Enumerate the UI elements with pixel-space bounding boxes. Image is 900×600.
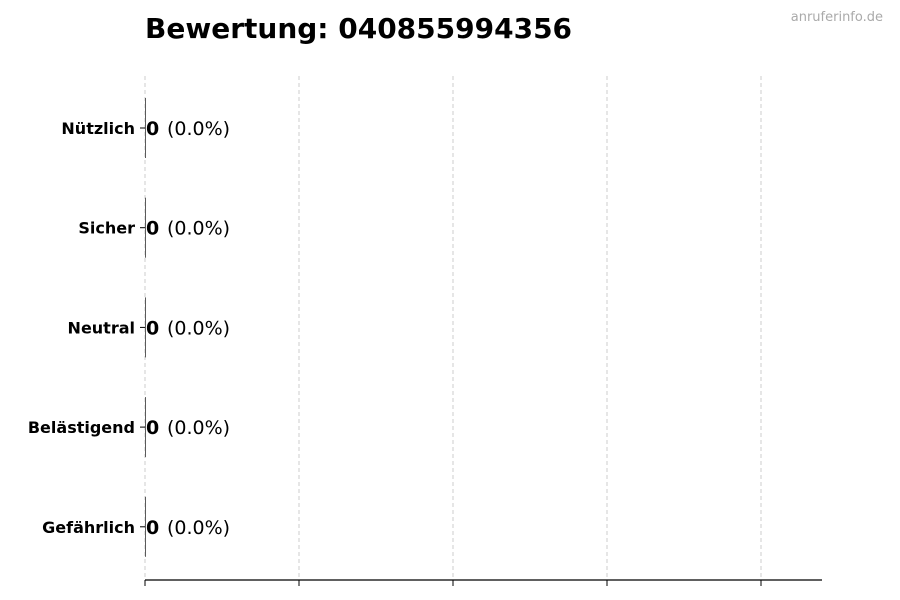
data-label-count: 0: [146, 218, 159, 240]
bar: [145, 297, 146, 358]
data-label-percent: (0.0%): [167, 517, 230, 539]
bar: [145, 397, 146, 458]
category-label: Nützlich: [61, 119, 135, 138]
data-label-percent: (0.0%): [167, 417, 230, 439]
data-label-percent: (0.0%): [167, 218, 230, 240]
data-label-count: 0: [146, 317, 159, 339]
watermark: anruferinfo.de: [790, 10, 883, 25]
category-label: Sicher: [78, 219, 135, 238]
data-label-percent: (0.0%): [167, 118, 230, 140]
data-label-count: 0: [146, 118, 159, 140]
bar: [145, 197, 146, 258]
category-label: Belästigend: [28, 418, 135, 437]
category-label: Neutral: [68, 318, 135, 337]
chart-title: Bewertung: 040855994356: [145, 12, 573, 45]
data-label-count: 0: [146, 517, 159, 539]
data-label-count: 0: [146, 417, 159, 439]
data-label-percent: (0.0%): [167, 317, 230, 339]
category-label: Gefährlich: [42, 518, 135, 537]
bar: [145, 98, 146, 158]
bar: [145, 496, 146, 557]
